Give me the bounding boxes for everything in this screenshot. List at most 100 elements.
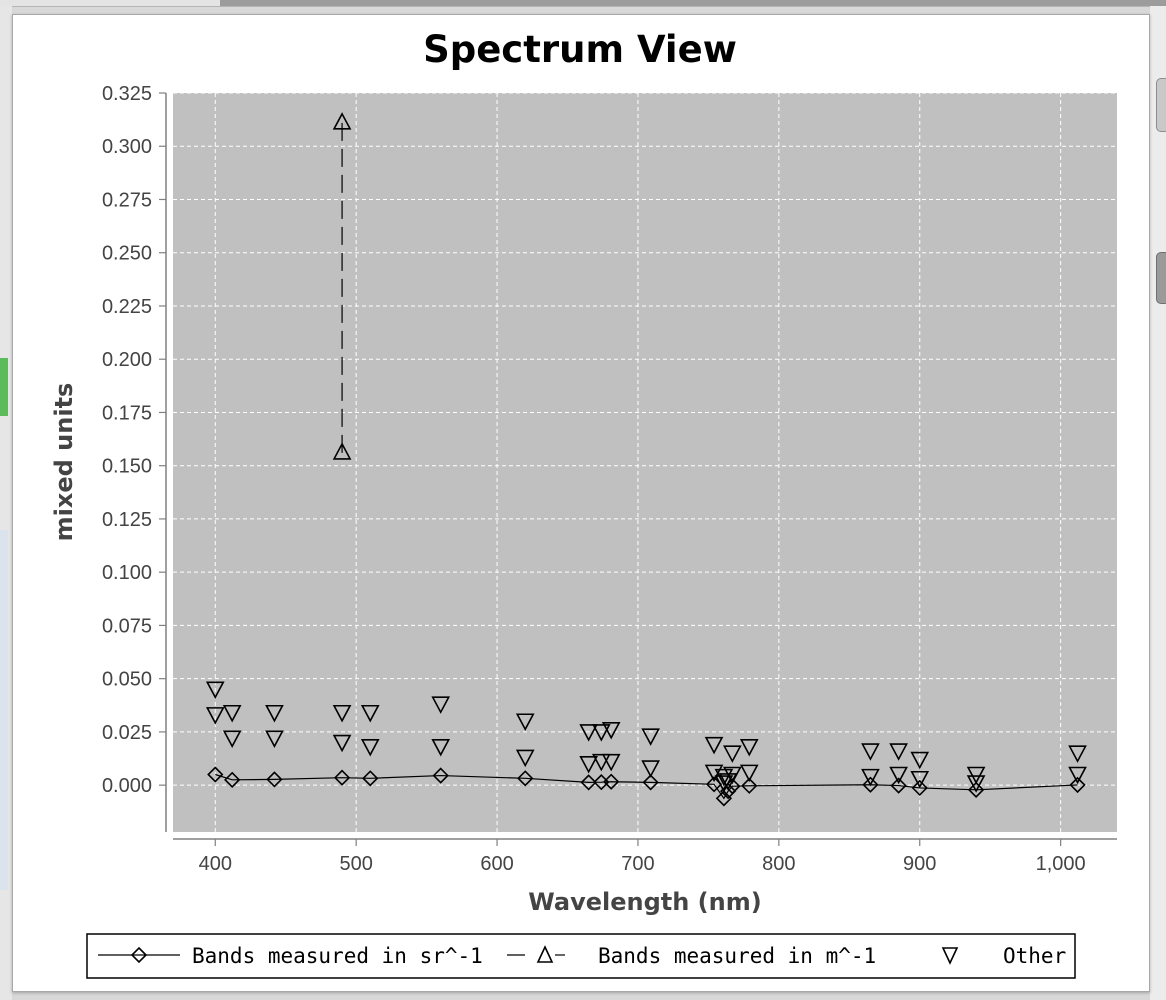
triangle-down-marker[interactable] bbox=[910, 770, 930, 789]
y-tick-label: 0.025 bbox=[102, 722, 152, 744]
triangle-down-marker[interactable] bbox=[739, 764, 759, 783]
legend-label-other: Other bbox=[1003, 944, 1066, 968]
diamond-marker[interactable] bbox=[967, 781, 985, 798]
diamond-marker[interactable] bbox=[517, 770, 534, 787]
y-tick-label: 0.125 bbox=[102, 509, 152, 531]
y-tick-label: 0.075 bbox=[102, 615, 152, 637]
triangle-down-marker[interactable] bbox=[332, 704, 352, 723]
triangle-down-marker[interactable] bbox=[966, 766, 986, 785]
legend-triangle-down-icon bbox=[941, 947, 959, 965]
triangle-down-marker[interactable] bbox=[641, 728, 660, 746]
x-axis-label: Wavelength (nm) bbox=[528, 888, 761, 916]
series-line-0 bbox=[215, 773, 1078, 800]
triangle-down-marker[interactable] bbox=[360, 704, 380, 723]
y-tick-label: 0.225 bbox=[102, 296, 152, 318]
triangle-down-marker[interactable] bbox=[360, 739, 380, 757]
triangle-down-marker[interactable] bbox=[889, 766, 908, 785]
triangle-down-marker[interactable] bbox=[591, 724, 611, 742]
y-tick-label: 0.150 bbox=[102, 456, 152, 478]
diamond-marker[interactable] bbox=[580, 774, 597, 791]
right-scroll-handle[interactable] bbox=[1156, 78, 1166, 132]
triangle-down-marker[interactable] bbox=[222, 730, 242, 748]
triangle-down-marker[interactable] bbox=[723, 745, 742, 763]
chart-title: Spectrum View bbox=[423, 28, 737, 71]
triangle-down-marker[interactable] bbox=[704, 736, 724, 755]
triangle-down-marker[interactable] bbox=[515, 713, 535, 731]
triangle-down-marker[interactable] bbox=[579, 756, 598, 774]
triangle-down-marker[interactable] bbox=[889, 743, 908, 761]
legend-label-sr: Bands measured in sr^-1 bbox=[192, 944, 483, 968]
triangle-down-marker[interactable] bbox=[205, 681, 225, 700]
x-tick-label: 700 bbox=[621, 853, 654, 875]
triangle-down-marker[interactable] bbox=[601, 753, 621, 772]
legend-triangle-up-icon bbox=[536, 945, 554, 963]
y-tick-label: 0.050 bbox=[102, 669, 152, 691]
triangle-down-marker[interactable] bbox=[910, 751, 930, 770]
triangle-down-marker[interactable] bbox=[723, 766, 742, 785]
triangle-down-marker[interactable] bbox=[641, 760, 660, 778]
y-tick-label: 0.325 bbox=[102, 83, 152, 105]
diamond-marker[interactable] bbox=[1069, 776, 1086, 794]
right-scroll-handle-2[interactable] bbox=[1156, 252, 1166, 304]
triangle-down-marker[interactable] bbox=[591, 753, 611, 772]
triangle-down-marker[interactable] bbox=[265, 704, 284, 723]
x-tick-label: 900 bbox=[903, 853, 936, 875]
legend-label-m: Bands measured in m^-1 bbox=[598, 944, 876, 968]
plot-area[interactable] bbox=[173, 93, 1117, 832]
diamond-marker[interactable] bbox=[890, 777, 907, 794]
triangle-down-marker[interactable] bbox=[332, 734, 352, 753]
diamond-marker[interactable] bbox=[432, 767, 449, 784]
triangle-up-marker[interactable] bbox=[332, 112, 352, 130]
y-tick-label: 0.250 bbox=[102, 243, 152, 265]
diamond-marker[interactable] bbox=[741, 777, 758, 794]
y-tick-label: 0.275 bbox=[102, 189, 152, 211]
x-tick-label: 600 bbox=[480, 853, 513, 875]
series-1 bbox=[332, 112, 352, 460]
triangle-down-marker[interactable] bbox=[1068, 745, 1087, 763]
x-tick-label: 500 bbox=[339, 853, 372, 875]
diamond-marker[interactable] bbox=[207, 766, 224, 783]
triangle-down-marker[interactable] bbox=[431, 739, 451, 757]
x-tick-label: 800 bbox=[762, 853, 795, 875]
legend: Bands measured in sr^-1 Bands measured i… bbox=[86, 933, 1076, 979]
y-tick-label: 0.200 bbox=[102, 349, 152, 371]
left-green-highlight bbox=[0, 358, 8, 416]
triangle-down-marker[interactable] bbox=[966, 775, 986, 793]
triangle-down-marker[interactable] bbox=[265, 730, 284, 748]
triangle-down-marker[interactable] bbox=[861, 768, 880, 787]
triangle-down-marker[interactable] bbox=[205, 707, 225, 725]
triangle-down-marker[interactable] bbox=[714, 768, 734, 787]
y-tick-label: 0.000 bbox=[102, 775, 152, 797]
legend-box bbox=[86, 933, 1076, 979]
y-tick-label: 0.100 bbox=[102, 562, 152, 584]
series-2 bbox=[205, 681, 1087, 793]
triangle-up-marker[interactable] bbox=[332, 442, 352, 460]
triangle-down-marker[interactable] bbox=[601, 721, 621, 740]
y-ticks: 0.000 0.025 0.050 0.075 0.100 0.125 0.150 0.175… bbox=[102, 83, 166, 797]
diamond-marker[interactable] bbox=[642, 774, 659, 791]
diamond-marker[interactable] bbox=[862, 776, 879, 793]
triangle-down-marker[interactable] bbox=[739, 739, 759, 757]
triangle-down-marker[interactable] bbox=[431, 696, 451, 714]
x-tick-label: 1,000 bbox=[1036, 853, 1086, 875]
triangle-down-marker[interactable] bbox=[1068, 766, 1087, 785]
y-axis-label: mixed units bbox=[50, 383, 78, 542]
legend-diamond-icon bbox=[130, 946, 148, 964]
triangle-down-marker[interactable] bbox=[861, 743, 880, 761]
x-ticks: 400 500 600 700 800 900 1,000 bbox=[199, 839, 1086, 875]
diamond-marker[interactable] bbox=[911, 779, 928, 797]
diamond-marker[interactable] bbox=[224, 771, 241, 788]
diamond-marker[interactable] bbox=[362, 770, 379, 787]
left-blue-panel bbox=[0, 530, 8, 890]
diamond-marker[interactable] bbox=[603, 773, 620, 790]
diamond-marker[interactable] bbox=[715, 790, 733, 807]
y-tick-label: 0.300 bbox=[102, 136, 152, 158]
diamond-marker[interactable] bbox=[333, 769, 351, 786]
top-window-edge bbox=[0, 0, 1166, 7]
triangle-down-marker[interactable] bbox=[579, 724, 598, 742]
triangle-down-marker[interactable] bbox=[515, 749, 535, 768]
diamond-marker[interactable] bbox=[266, 771, 283, 788]
triangle-down-marker[interactable] bbox=[222, 704, 242, 723]
triangle-down-marker[interactable] bbox=[714, 775, 734, 793]
